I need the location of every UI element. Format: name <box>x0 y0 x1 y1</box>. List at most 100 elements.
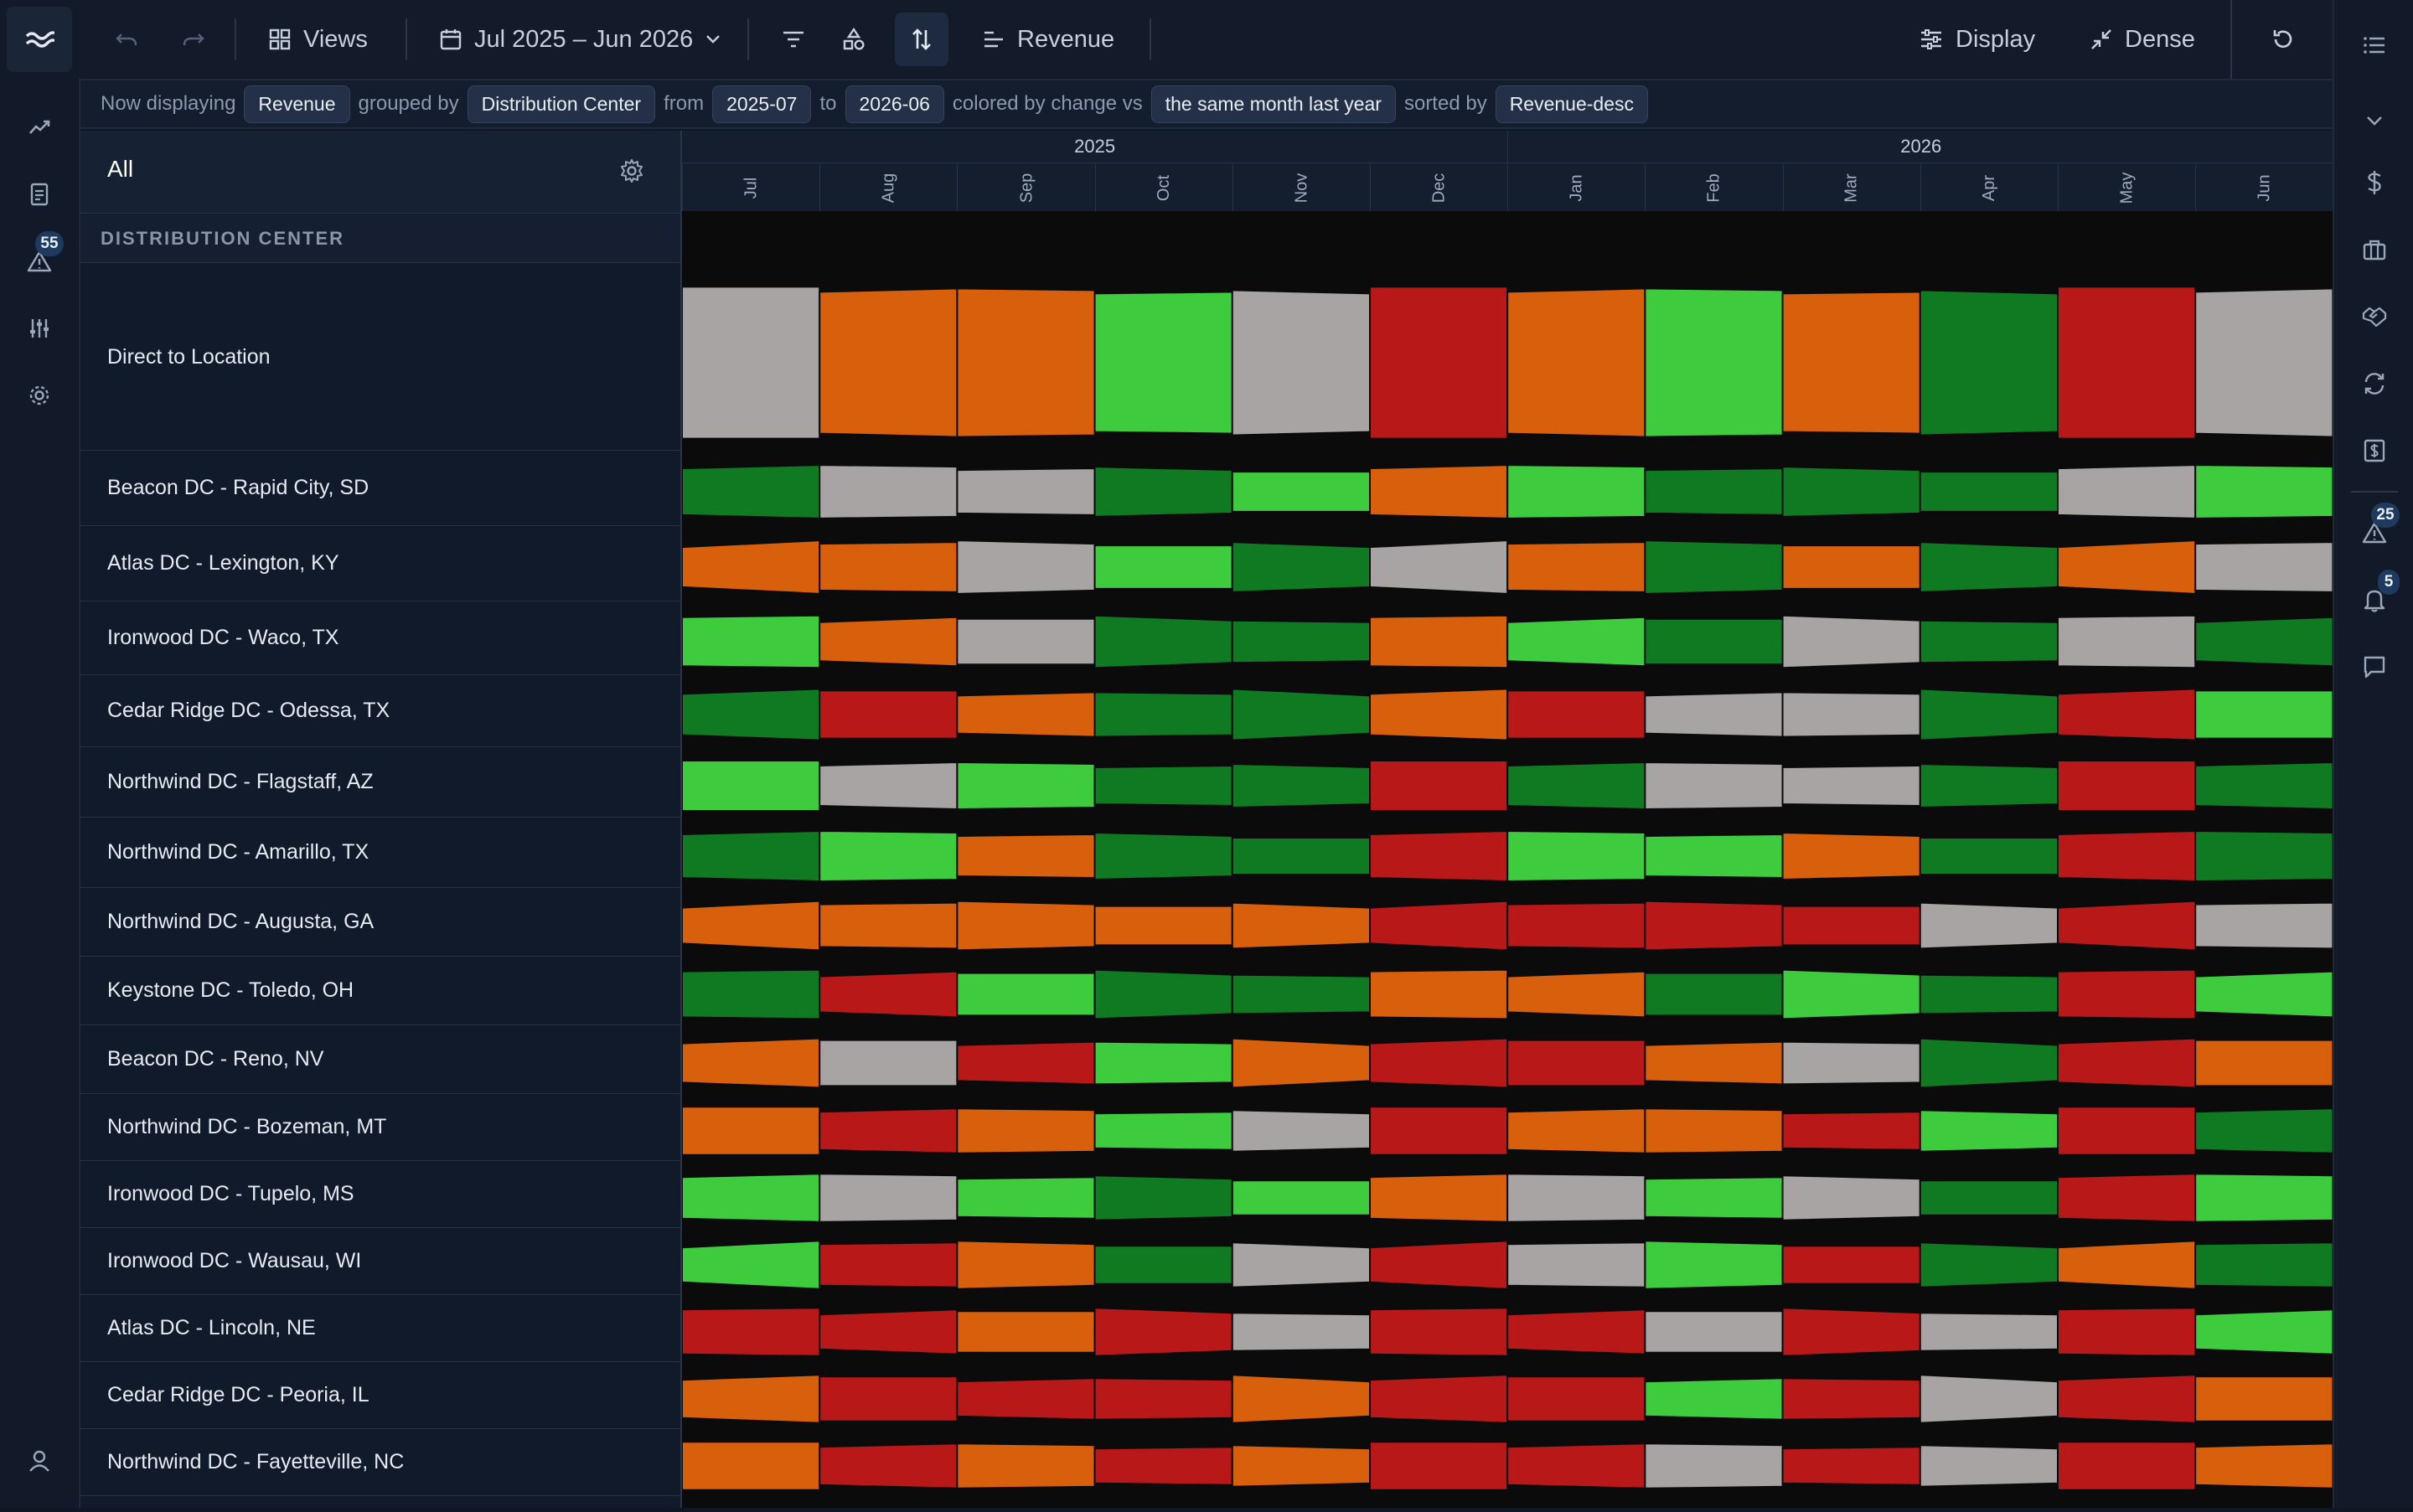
heatmap-cell[interactable] <box>1369 968 1509 1020</box>
heatmap-cell[interactable] <box>1919 471 2059 513</box>
row-label[interactable]: Beacon DC - Reno, NV <box>80 1025 680 1094</box>
heatmap-cell[interactable] <box>1644 617 1784 666</box>
heatmap-cell[interactable] <box>1506 1173 1646 1223</box>
heatmap-cell[interactable] <box>1093 544 1233 590</box>
heatmap-cell[interactable] <box>1644 761 1784 811</box>
row-label[interactable]: Keystone DC - Toledo, OH <box>80 957 680 1025</box>
row-label[interactable]: Northwind DC - Augusta, GA <box>80 888 680 957</box>
month-header[interactable]: Apr <box>1920 164 2059 211</box>
heatmap-cell[interactable] <box>1369 1307 1509 1357</box>
heatmap-cell[interactable] <box>681 1441 821 1491</box>
heatmap-cell[interactable] <box>1644 1442 1784 1489</box>
heatmap-cell[interactable] <box>1919 901 2059 950</box>
heatmap-cell[interactable] <box>681 1173 821 1223</box>
heatmap-cell[interactable] <box>2194 689 2334 740</box>
month-header[interactable]: Sep <box>957 164 1095 211</box>
settings-gear-icon[interactable] <box>19 375 59 415</box>
handshake-icon[interactable] <box>2354 297 2395 337</box>
month-header[interactable]: Mar <box>1782 164 1921 211</box>
heatmap-cell[interactable] <box>681 900 821 952</box>
heatmap-cell[interactable] <box>1506 761 1646 811</box>
measure-chip[interactable]: Revenue <box>244 85 350 123</box>
heatmap-cell[interactable] <box>1231 471 1371 513</box>
heatmap-cell[interactable] <box>956 833 1096 880</box>
alerts-warning-icon[interactable] <box>19 241 59 281</box>
heatmap-cell[interactable] <box>681 1307 821 1357</box>
heatmap-cell[interactable] <box>1644 1107 1784 1154</box>
heatmap-cell[interactable] <box>2194 901 2334 950</box>
heatmap-cell[interactable] <box>1919 762 2059 809</box>
heatmap-cell[interactable] <box>1231 688 1371 741</box>
heatmap-cell[interactable] <box>1781 614 1921 669</box>
heatmap-cell[interactable] <box>956 467 1096 516</box>
heatmap-cell[interactable] <box>819 1039 958 1087</box>
heatmap-cell[interactable] <box>2194 1107 2334 1154</box>
heatmap-cell[interactable] <box>1644 539 1784 595</box>
heatmap-cell[interactable] <box>1506 1375 1646 1422</box>
heatmap-cell[interactable] <box>2057 614 2197 669</box>
heatmap-cell[interactable] <box>1093 691 1233 738</box>
heatmap-cell[interactable] <box>1231 1179 1371 1216</box>
document-icon[interactable] <box>19 174 59 214</box>
heatmap-cell[interactable] <box>681 968 821 1020</box>
heatmap-cell[interactable] <box>1231 1109 1371 1153</box>
heatmap-cell[interactable] <box>1644 1040 1784 1086</box>
heatmap-cell[interactable] <box>1644 900 1784 952</box>
heatmap-cell[interactable] <box>2057 1106 2197 1156</box>
heatmap-cell[interactable] <box>1093 1174 1233 1221</box>
month-header[interactable]: Aug <box>819 164 958 211</box>
sliders-icon[interactable] <box>19 308 59 348</box>
heatmap-cell[interactable] <box>1369 900 1509 952</box>
redo-icon[interactable] <box>173 13 214 66</box>
heatmap-cell[interactable] <box>2194 1241 2334 1288</box>
heatmap-cell[interactable] <box>956 1377 1096 1421</box>
heatmap-cell[interactable] <box>1919 1241 2059 1288</box>
heatmap-cell[interactable] <box>1919 1037 2059 1089</box>
heatmap-cell[interactable] <box>1644 1310 1784 1354</box>
warning-icon[interactable] <box>2354 513 2395 553</box>
dollar-icon[interactable] <box>2354 163 2395 203</box>
heatmap-cell[interactable] <box>1781 1174 1921 1221</box>
heatmap-cell[interactable] <box>1231 1312 1371 1352</box>
heatmap-cell[interactable] <box>2194 616 2334 668</box>
heatmap-cell[interactable] <box>1919 688 2059 741</box>
heatmap-cell[interactable] <box>956 1240 1096 1290</box>
heatmap-cell[interactable] <box>2057 539 2197 595</box>
heatmap-cell[interactable] <box>819 287 958 438</box>
app-logo-waves-icon[interactable] <box>7 7 72 72</box>
heatmap-cell[interactable] <box>956 617 1096 666</box>
heatmap-cell[interactable] <box>1506 970 1646 1019</box>
heatmap-cell[interactable] <box>1506 1107 1646 1154</box>
row-label[interactable]: Ironwood DC - Waco, TX <box>80 601 680 675</box>
heatmap-cell[interactable] <box>1781 968 1921 1020</box>
heatmap-cell[interactable] <box>1231 1444 1371 1488</box>
heatmap-cell[interactable] <box>681 464 821 519</box>
row-label[interactable]: Beacon DC - Rapid City, SD <box>80 451 680 526</box>
dense-toggle-button[interactable]: Dense <box>2090 13 2195 66</box>
heatmap-cell[interactable] <box>1506 287 1646 438</box>
heatmap-cell[interactable] <box>1781 691 1921 738</box>
heatmap-cell[interactable] <box>1919 1109 2059 1153</box>
row-label[interactable]: Northwind DC - Bozeman, MT <box>80 1094 680 1161</box>
month-header[interactable]: Dec <box>1370 164 1508 211</box>
heatmap-cell[interactable] <box>1093 1446 1233 1486</box>
heatmap-cell[interactable] <box>956 900 1096 952</box>
heatmap-cell[interactable] <box>819 829 958 883</box>
row-label[interactable]: Ironwood DC - Wausau, WI <box>80 1228 680 1295</box>
heatmap-cell[interactable] <box>1506 616 1646 668</box>
heatmap-cell[interactable] <box>1919 836 2059 876</box>
heatmap-cell[interactable] <box>819 901 958 950</box>
heatmap-cell[interactable] <box>1093 905 1233 947</box>
heatmap-cell[interactable] <box>1781 291 1921 435</box>
heatmap-cell[interactable] <box>1919 289 2059 436</box>
heatmap-cell[interactable] <box>2194 761 2334 811</box>
heatmap-cell[interactable] <box>1644 467 1784 516</box>
heatmap-cell[interactable] <box>1644 691 1784 738</box>
heatmap-cell[interactable] <box>1919 1179 2059 1216</box>
heatmap-cell[interactable] <box>1781 544 1921 590</box>
row-label[interactable]: Ironwood DC - Tupelo, MS <box>80 1161 680 1228</box>
heatmap-cell[interactable] <box>1369 286 1509 440</box>
heatmap-cell[interactable] <box>681 539 821 595</box>
row-label[interactable]: Northwind DC - Fayetteville, NC <box>80 1429 680 1496</box>
month-header[interactable]: Nov <box>1232 164 1371 211</box>
